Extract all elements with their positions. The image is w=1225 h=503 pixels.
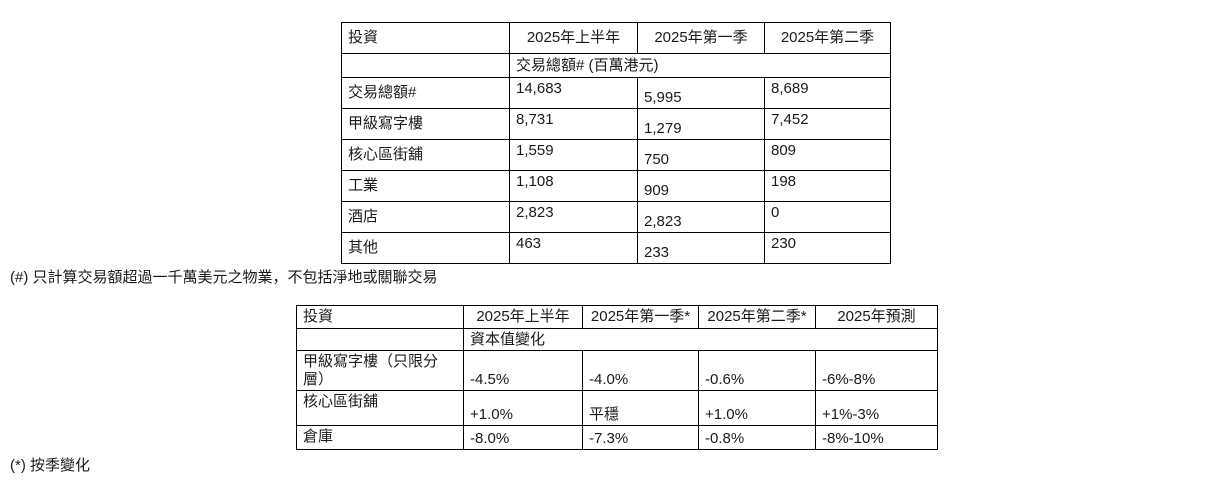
table2-value-cell: -8.0% bbox=[463, 424, 583, 450]
table1-value-cell: 2,823 bbox=[637, 201, 765, 233]
table2-subheader: 資本值變化 bbox=[463, 327, 938, 352]
table2-value-cell: -0.8% bbox=[698, 424, 816, 450]
table-row: 倉庫 -8.0% -7.3% -0.8% -8%-10% bbox=[296, 424, 938, 450]
capital-value-table: 投資 2025年上半年 2025年第一季* 2025年第二季* 2025年預測 … bbox=[296, 305, 938, 450]
table1-header-q2: 2025年第二季 bbox=[764, 22, 891, 54]
table1-header-q1: 2025年第一季 bbox=[637, 22, 765, 54]
table2-value-cell: -8%-10% bbox=[815, 424, 938, 450]
table1-value-cell: 198 bbox=[764, 170, 891, 202]
transactions-table: 投資 2025年上半年 2025年第一季 2025年第二季 交易總額# (百萬港… bbox=[341, 22, 891, 264]
table-subheader-row: 資本值變化 bbox=[296, 327, 938, 352]
table1-value-cell: 7,452 bbox=[764, 108, 891, 140]
table1-row-label: 甲級寫字樓 bbox=[341, 108, 510, 140]
table1-row-label: 酒店 bbox=[341, 201, 510, 233]
table2-value-cell: -6%-8% bbox=[815, 350, 938, 391]
table-row: 交易總額# 14,683 5,995 8,689 bbox=[341, 77, 891, 109]
table1-value-cell: 1,559 bbox=[509, 139, 638, 171]
table1-row-label: 核心區街舖 bbox=[341, 139, 510, 171]
table-row: 核心區街舖 1,559 750 809 bbox=[341, 139, 891, 171]
table2-value-cell: -7.3% bbox=[582, 424, 699, 450]
table1-row-label: 其他 bbox=[341, 232, 510, 264]
table1-value-cell: 5,995 bbox=[637, 77, 765, 109]
table2-header-invest: 投資 bbox=[296, 305, 464, 329]
table2-value-cell: +1%-3% bbox=[815, 389, 938, 426]
table2-value-cell: -4.5% bbox=[463, 350, 583, 391]
table-row: 酒店 2,823 2,823 0 bbox=[341, 201, 891, 233]
table2-value-cell: 平穩 bbox=[582, 389, 699, 426]
table2-header-forecast: 2025年預測 bbox=[815, 305, 938, 329]
table1-value-cell: 750 bbox=[637, 139, 765, 171]
table2-value-cell: -0.6% bbox=[698, 350, 816, 391]
table1-value-cell: 809 bbox=[764, 139, 891, 171]
table1-value-cell: 8,689 bbox=[764, 77, 891, 109]
table-row: 其他 463 233 230 bbox=[341, 232, 891, 264]
table1-row-label: 交易總額# bbox=[341, 77, 510, 109]
table-subheader-row: 交易總額# (百萬港元) bbox=[341, 53, 891, 78]
table1-subheader-empty-cell bbox=[341, 53, 510, 78]
table-row: 工業 1,108 909 198 bbox=[341, 170, 891, 202]
table1-value-cell: 1,108 bbox=[509, 170, 638, 202]
table1-value-cell: 2,823 bbox=[509, 201, 638, 233]
table1-row-label: 工業 bbox=[341, 170, 510, 202]
table-row: 甲級寫字樓（只限分層） -4.5% -4.0% -0.6% -6%-8% bbox=[296, 350, 938, 391]
table2-row-label: 甲級寫字樓（只限分層） bbox=[296, 350, 464, 391]
table2-header-h1: 2025年上半年 bbox=[463, 305, 583, 329]
table1-value-cell: 230 bbox=[764, 232, 891, 264]
footnote-transactions: (#) 只計算交易額超過一千萬美元之物業，不包括淨地或關聯交易 bbox=[10, 269, 438, 286]
table1-header-invest: 投資 bbox=[341, 22, 510, 54]
table1-value-cell: 909 bbox=[637, 170, 765, 202]
table-header-row: 投資 2025年上半年 2025年第一季 2025年第二季 bbox=[341, 22, 891, 54]
table-row: 甲級寫字樓 8,731 1,279 7,452 bbox=[341, 108, 891, 140]
table2-subheader-empty-cell bbox=[296, 327, 464, 352]
table1-value-cell: 0 bbox=[764, 201, 891, 233]
table2-header-q1: 2025年第一季* bbox=[582, 305, 699, 329]
table1-value-cell: 14,683 bbox=[509, 77, 638, 109]
table-header-row: 投資 2025年上半年 2025年第一季* 2025年第二季* 2025年預測 bbox=[296, 305, 938, 329]
table2-header-q2: 2025年第二季* bbox=[698, 305, 816, 329]
table2-value-cell: +1.0% bbox=[463, 389, 583, 426]
table2-value-cell: +1.0% bbox=[698, 389, 816, 426]
table1-value-cell: 1,279 bbox=[637, 108, 765, 140]
table2-value-cell: -4.0% bbox=[582, 350, 699, 391]
table1-value-cell: 233 bbox=[637, 232, 765, 264]
table1-value-cell: 8,731 bbox=[509, 108, 638, 140]
table1-subheader: 交易總額# (百萬港元) bbox=[509, 53, 891, 78]
table1-header-h1: 2025年上半年 bbox=[509, 22, 638, 54]
table2-row-label: 倉庫 bbox=[296, 424, 464, 450]
table-row: 核心區街舖 +1.0% 平穩 +1.0% +1%-3% bbox=[296, 389, 938, 426]
table1-value-cell: 463 bbox=[509, 232, 638, 264]
footnote-capital-value: (*) 按季變化 bbox=[10, 457, 90, 474]
table2-row-label: 核心區街舖 bbox=[296, 389, 464, 426]
